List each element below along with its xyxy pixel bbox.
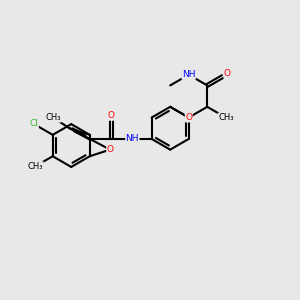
Text: CH₃: CH₃	[46, 113, 61, 122]
Text: Cl: Cl	[29, 119, 38, 128]
Text: CH₃: CH₃	[28, 162, 43, 171]
Text: CH₃: CH₃	[218, 113, 233, 122]
Text: NH: NH	[182, 70, 196, 79]
Text: O: O	[106, 145, 114, 154]
Text: NH: NH	[126, 134, 139, 143]
Text: O: O	[224, 69, 231, 78]
Text: O: O	[185, 113, 192, 122]
Text: O: O	[108, 111, 115, 120]
